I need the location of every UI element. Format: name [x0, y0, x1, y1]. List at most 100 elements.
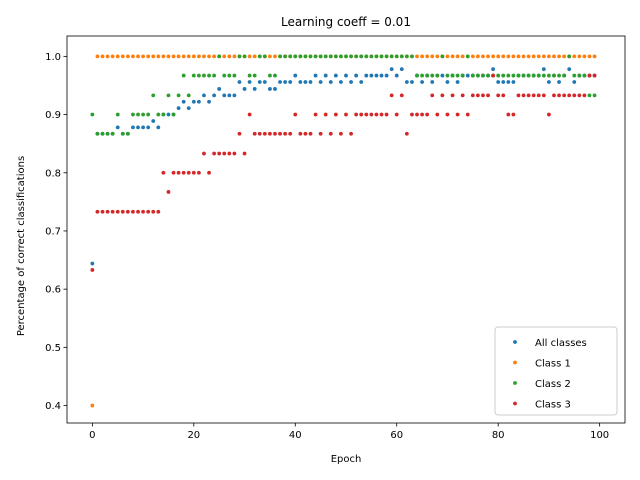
data-point — [592, 73, 597, 78]
data-point — [156, 54, 161, 59]
data-point — [369, 112, 374, 117]
data-point — [511, 73, 516, 78]
data-point — [521, 73, 526, 78]
data-point — [171, 112, 176, 117]
data-point — [278, 80, 282, 84]
data-point — [582, 73, 587, 78]
data-point — [293, 112, 298, 117]
data-point — [557, 73, 561, 78]
data-point — [90, 261, 95, 266]
data-point — [379, 73, 384, 78]
data-point — [176, 93, 181, 98]
data-point — [146, 112, 151, 117]
data-point — [298, 54, 303, 59]
data-point — [587, 54, 592, 59]
data-point — [186, 54, 191, 59]
data-point — [268, 73, 272, 78]
data-point — [445, 112, 450, 117]
data-point — [298, 80, 303, 84]
data-point — [354, 73, 359, 78]
data-point — [217, 54, 222, 59]
data-point — [181, 73, 186, 78]
data-point — [293, 73, 298, 78]
data-point — [217, 87, 222, 91]
data-point — [313, 112, 318, 117]
data-point — [541, 93, 546, 98]
x-tick-label: 80 — [492, 430, 505, 441]
data-point — [212, 151, 217, 156]
data-point — [151, 54, 156, 59]
series-4 — [90, 73, 597, 272]
data-point — [151, 209, 156, 214]
data-point — [333, 54, 338, 59]
data-point — [252, 131, 257, 136]
data-point — [465, 112, 470, 117]
data-point — [136, 209, 140, 214]
data-point — [486, 93, 490, 98]
data-point — [242, 54, 247, 59]
data-point — [470, 93, 475, 98]
x-axis-label: Epoch — [331, 454, 362, 465]
data-point — [303, 80, 308, 84]
data-point — [501, 80, 506, 84]
data-point — [389, 93, 394, 98]
data-point — [460, 73, 465, 78]
data-point — [562, 54, 567, 59]
legend-marker — [513, 360, 517, 365]
data-point — [526, 54, 531, 59]
data-point — [247, 80, 252, 84]
data-point — [196, 170, 201, 175]
data-point — [100, 54, 105, 59]
data-point — [110, 54, 115, 59]
data-point — [491, 54, 496, 59]
data-point — [323, 54, 328, 59]
data-point — [496, 93, 501, 98]
data-point — [455, 112, 460, 117]
data-point — [212, 93, 217, 98]
data-point — [257, 80, 262, 84]
data-point — [440, 73, 445, 78]
data-point — [273, 54, 277, 59]
data-point — [242, 87, 247, 91]
data-point — [374, 73, 379, 78]
data-point — [125, 209, 130, 214]
data-point — [384, 54, 389, 59]
data-point — [531, 93, 536, 98]
data-point — [384, 73, 389, 78]
data-point — [328, 80, 333, 84]
data-point — [156, 112, 161, 117]
data-point — [268, 131, 272, 136]
data-point — [460, 54, 465, 59]
x-tick-label: 60 — [390, 430, 403, 441]
data-point — [202, 73, 206, 78]
data-point — [567, 54, 572, 59]
data-point — [273, 87, 277, 91]
data-point — [572, 54, 577, 59]
data-point — [491, 73, 496, 78]
data-point — [440, 93, 445, 98]
data-point — [212, 73, 217, 78]
axes-layer: 0 20 40 60 80 100 0.4 0.5 0.6 0.7 0.8 0.9 1.0 — [45, 35, 626, 441]
data-point — [506, 80, 511, 84]
data-point — [511, 80, 516, 84]
data-point — [90, 112, 95, 117]
data-point — [557, 93, 561, 98]
data-point — [232, 54, 237, 59]
data-point — [166, 54, 171, 59]
data-point — [262, 131, 267, 136]
data-point — [506, 73, 511, 78]
data-point — [207, 99, 211, 104]
data-point — [105, 209, 110, 214]
data-point — [455, 54, 460, 59]
legend-marker — [513, 340, 517, 344]
data-point — [430, 54, 435, 59]
data-point — [445, 73, 450, 78]
data-point — [339, 131, 343, 136]
legend-marker — [513, 381, 517, 385]
data-point — [318, 80, 323, 84]
data-point — [232, 73, 237, 78]
data-point — [455, 80, 460, 84]
data-point — [557, 54, 561, 59]
data-point — [278, 131, 282, 136]
